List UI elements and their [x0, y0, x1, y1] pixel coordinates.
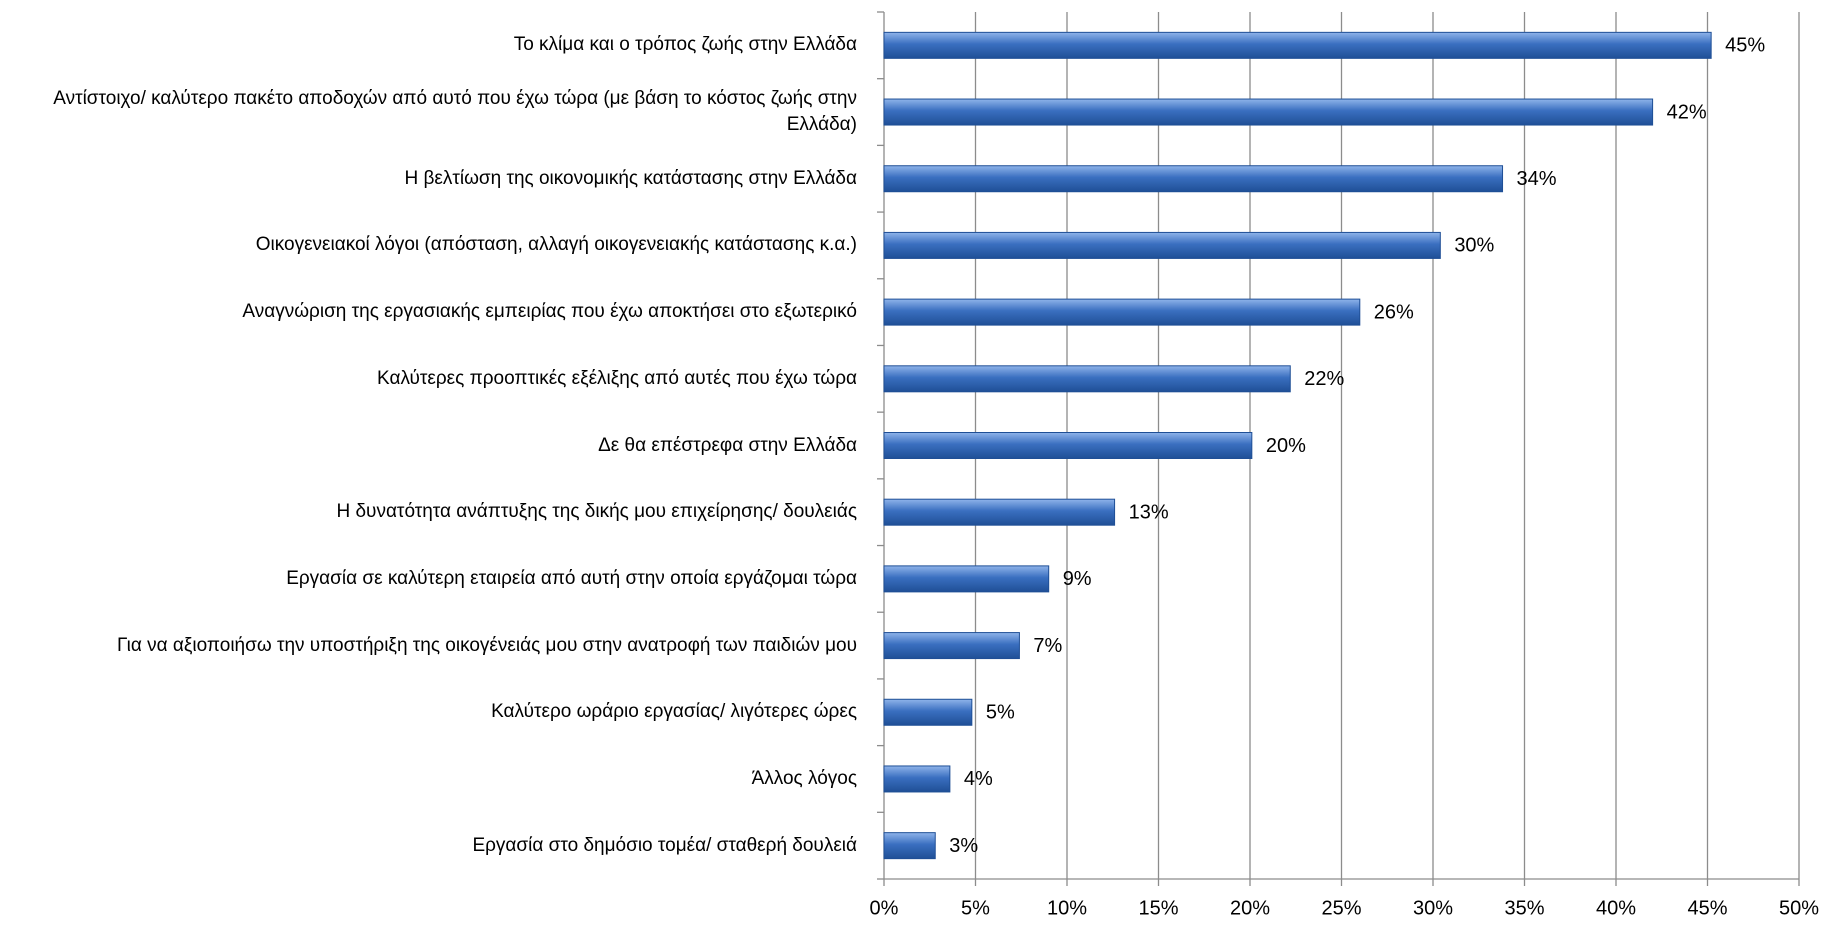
data-label: 45%: [1725, 35, 1765, 57]
category-label: Καλύτερες προοπτικές εξέλιξης από αυτές …: [377, 367, 857, 389]
bar: [883, 565, 1050, 593]
bar: [883, 698, 973, 726]
category-label: Αντίστοιχο/ καλύτερο πακέτο αποδοχών από…: [53, 88, 857, 136]
bar: [883, 31, 1712, 59]
bar: [883, 832, 936, 860]
data-label: 26%: [1374, 301, 1414, 323]
bar: [883, 498, 1116, 526]
x-tick-label: 45%: [1687, 897, 1727, 919]
data-label: 4%: [964, 768, 993, 790]
data-label: 5%: [986, 702, 1015, 724]
data-label: 34%: [1517, 168, 1557, 190]
x-tick-label: 25%: [1321, 897, 1361, 919]
bar: [883, 231, 1441, 259]
bar: [883, 365, 1291, 393]
x-tick-label: 10%: [1047, 897, 1087, 919]
category-label: Εργασία στο δημόσιο τομέα/ σταθερή δουλε…: [472, 834, 857, 856]
x-tick-label: 5%: [961, 897, 990, 919]
bar: [883, 298, 1361, 326]
category-label: Η βελτίωση της οικονομικής κατάστασης στ…: [404, 167, 857, 189]
bar: [883, 432, 1253, 459]
bar: [883, 632, 1020, 660]
x-tick-label: 30%: [1413, 897, 1453, 919]
data-label: 13%: [1129, 501, 1169, 523]
data-label: 30%: [1454, 235, 1494, 257]
x-tick-label: 20%: [1230, 897, 1270, 919]
x-tick-label: 40%: [1596, 897, 1636, 919]
x-tick-label: 15%: [1138, 897, 1178, 919]
data-label: 3%: [949, 835, 978, 857]
data-label: 42%: [1667, 101, 1707, 123]
category-label: Άλλος λόγος: [751, 767, 857, 789]
bar: [883, 98, 1654, 126]
category-label: Δε θα επέστρεφα στην Ελλάδα: [598, 434, 857, 456]
data-label: 7%: [1033, 635, 1062, 657]
data-label: 9%: [1063, 568, 1092, 590]
bar: [883, 765, 951, 793]
x-tick-label: 50%: [1779, 897, 1819, 919]
category-label: Το κλίμα και ο τρόπος ζωής στην Ελλάδα: [513, 34, 857, 56]
category-label: Αναγνώριση της εργασιακής εμπειρίας που …: [242, 301, 857, 323]
category-label: Καλύτερο ωράριο εργασίας/ λιγότερες ώρες: [491, 701, 857, 723]
bar: [883, 165, 1504, 193]
x-tick-label: 35%: [1504, 897, 1544, 919]
data-label: 22%: [1304, 368, 1344, 390]
x-tick-label: 0%: [870, 897, 899, 919]
category-label: Η δυνατότητα ανάπτυξης της δικής μου επι…: [336, 501, 857, 523]
category-label: Οικογενειακοί λόγοι (απόσταση, αλλαγή οι…: [255, 234, 857, 256]
data-label: 20%: [1266, 435, 1306, 457]
category-label: Για να αξιοποιήσω την υποστήριξη της οικ…: [117, 634, 857, 656]
category-label: Εργασία σε καλύτερη εταιρεία από αυτή στ…: [286, 567, 857, 589]
